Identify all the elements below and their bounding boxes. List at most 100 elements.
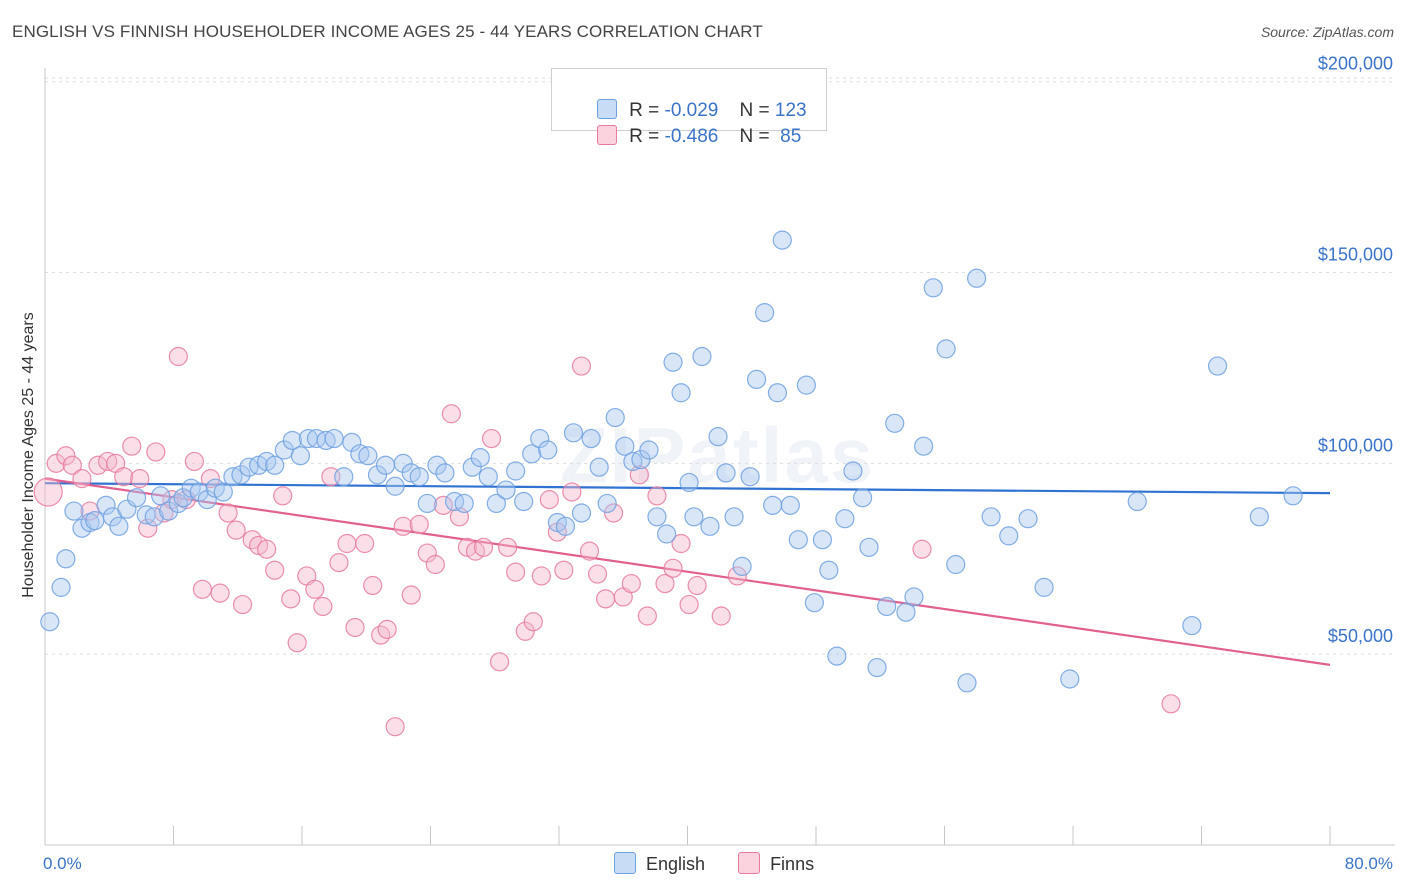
point-english bbox=[812, 530, 833, 550]
legend-label-english: English bbox=[646, 854, 706, 874]
legend-row-english: R = -0.029 N = 123 bbox=[576, 77, 807, 121]
trend-lines bbox=[44, 477, 1331, 666]
point-english bbox=[859, 537, 879, 557]
point-finns bbox=[257, 539, 277, 559]
point-english bbox=[589, 457, 609, 477]
point-finns bbox=[56, 446, 76, 466]
point-english bbox=[914, 436, 934, 456]
point-english bbox=[385, 476, 405, 496]
legend-item-finns[interactable]: Finns bbox=[738, 852, 814, 875]
point-finns bbox=[562, 482, 582, 502]
point-finns bbox=[114, 467, 134, 487]
point-english bbox=[151, 486, 171, 506]
point-english bbox=[754, 303, 775, 323]
legend-swatch-finns bbox=[597, 125, 618, 145]
point-finns bbox=[441, 404, 461, 424]
point-english bbox=[358, 446, 378, 466]
point-finns bbox=[385, 717, 405, 737]
point-english bbox=[623, 451, 643, 472]
point-finns bbox=[647, 486, 667, 506]
point-english bbox=[639, 440, 659, 460]
point-english bbox=[342, 432, 362, 452]
legend-swatch-english bbox=[597, 99, 618, 119]
point-finns bbox=[595, 589, 616, 609]
point-english bbox=[700, 516, 720, 536]
point-english bbox=[967, 268, 987, 288]
point-finns bbox=[281, 589, 301, 609]
point-finns bbox=[679, 594, 699, 615]
point-english bbox=[981, 507, 1001, 527]
point-finns bbox=[393, 516, 413, 536]
point-english bbox=[223, 467, 243, 487]
point-finns bbox=[130, 469, 150, 489]
legend-n-value: 85 bbox=[774, 126, 802, 147]
point-english bbox=[1249, 507, 1269, 527]
point-finns bbox=[184, 451, 204, 472]
point-english bbox=[1060, 669, 1080, 689]
axes bbox=[44, 68, 1395, 846]
legend-r-value: -0.029 bbox=[664, 100, 719, 121]
point-finns bbox=[98, 451, 118, 472]
point-english bbox=[239, 457, 259, 477]
point-english bbox=[56, 549, 76, 569]
legend-item-english[interactable]: English bbox=[614, 852, 705, 875]
point-finns bbox=[33, 477, 63, 507]
point-finns bbox=[489, 652, 510, 672]
point-english bbox=[290, 446, 310, 466]
point-english bbox=[867, 657, 887, 678]
gridlines bbox=[45, 77, 1395, 655]
point-english bbox=[835, 509, 855, 529]
point-finns bbox=[417, 543, 437, 563]
point-finns bbox=[232, 594, 253, 615]
data-points bbox=[33, 230, 1303, 737]
point-english bbox=[136, 505, 156, 525]
point-english bbox=[679, 472, 699, 493]
point-finns bbox=[192, 579, 213, 599]
point-english bbox=[936, 339, 956, 359]
point-english bbox=[716, 463, 736, 483]
legend-n-value: 123 bbox=[774, 100, 807, 121]
point-english bbox=[265, 455, 285, 475]
legend-n-label: N = bbox=[739, 126, 775, 147]
point-english bbox=[804, 593, 824, 613]
point-english bbox=[427, 455, 447, 475]
point-english bbox=[409, 467, 429, 487]
point-finns bbox=[363, 575, 383, 596]
point-english bbox=[999, 526, 1019, 546]
point-finns bbox=[481, 428, 502, 449]
point-finns bbox=[523, 612, 543, 632]
point-english bbox=[1283, 486, 1303, 506]
point-finns bbox=[655, 573, 675, 594]
chart-title: ENGLISH VS FINNISH HOUSEHOLDER INCOME AG… bbox=[12, 22, 763, 41]
point-english bbox=[957, 673, 977, 693]
point-english bbox=[708, 427, 728, 447]
point-english bbox=[746, 369, 767, 390]
x-tick-label: 80.0% bbox=[1345, 854, 1393, 873]
point-finns bbox=[273, 486, 293, 506]
point-english bbox=[470, 448, 490, 468]
point-english bbox=[692, 346, 712, 367]
point-finns bbox=[401, 585, 421, 605]
point-english bbox=[350, 444, 370, 464]
point-english bbox=[324, 428, 344, 449]
point-finns bbox=[539, 490, 559, 510]
point-finns bbox=[1161, 694, 1181, 714]
point-finns bbox=[587, 564, 608, 584]
point-english bbox=[1018, 509, 1038, 529]
y-tick-label: $150,000 bbox=[1318, 245, 1393, 265]
point-english bbox=[316, 430, 336, 451]
point-english bbox=[417, 493, 437, 514]
point-finns bbox=[671, 533, 691, 554]
point-finns bbox=[425, 554, 445, 575]
point-english bbox=[885, 413, 905, 433]
point-english bbox=[486, 493, 506, 514]
point-english bbox=[563, 423, 584, 443]
legend-label-finns: Finns bbox=[770, 854, 815, 874]
legend-r-label: R = bbox=[629, 100, 665, 121]
point-finns bbox=[287, 633, 307, 653]
series-legend: English Finns bbox=[614, 852, 842, 875]
point-english bbox=[454, 493, 474, 514]
point-finns bbox=[571, 356, 592, 376]
legend-r-value: -0.486 bbox=[664, 126, 719, 147]
point-finns bbox=[433, 495, 453, 515]
